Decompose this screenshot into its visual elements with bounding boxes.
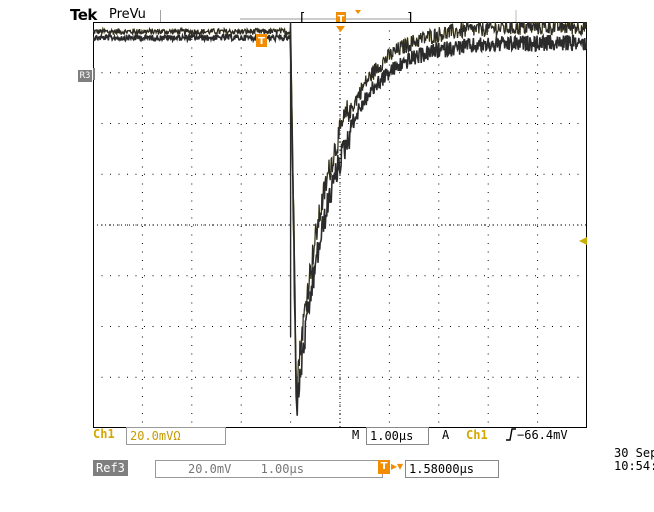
- ref3-badge[interactable]: Ref3: [93, 460, 128, 476]
- brand-logo: Tek: [70, 6, 97, 24]
- horizontal-scale-label: M: [352, 428, 360, 442]
- waveform-display: T: [93, 22, 587, 428]
- trigger-marker-icon: T: [256, 34, 267, 47]
- channel1-scale[interactable]: 20.0mVΩ: [126, 427, 226, 445]
- horizontal-scale-value[interactable]: 1.00µs: [366, 427, 429, 445]
- acquisition-status: PreVu: [109, 7, 146, 22]
- ref3-vertical-scale: 20.0mV: [188, 462, 232, 476]
- channel1-label[interactable]: Ch1: [93, 427, 115, 441]
- trigger-source[interactable]: Ch1: [466, 428, 488, 442]
- svg-text:T: T: [258, 36, 265, 47]
- trigger-position-marker-label: T: [338, 14, 345, 25]
- trace-upper: [93, 22, 587, 395]
- trigger-position-value[interactable]: 1.58000µs: [405, 460, 499, 478]
- date-readout: 30 Sep: [614, 446, 654, 460]
- trigger-mode-label: A: [442, 428, 450, 442]
- waveform-trace: [93, 22, 587, 416]
- trigger-position-marker-icon: [336, 12, 346, 25]
- trigger-level[interactable]: −66.4mV: [517, 428, 568, 442]
- trigger-level-arrow-icon: [579, 237, 587, 245]
- trigger-position-icon: T: [378, 460, 390, 474]
- trigger-time-marker-icon: [336, 26, 345, 32]
- ref3-marker-label: R3: [78, 70, 92, 82]
- time-readout: 10:54:: [614, 459, 654, 473]
- ref3-readout[interactable]: 20.0mV 1.00µs: [155, 460, 383, 478]
- record-window-left-bracket: [: [298, 11, 306, 27]
- expansion-point-icon: [355, 10, 361, 14]
- reference-marker: [93, 68, 95, 80]
- ref3-horizontal-scale: 1.00µs: [260, 462, 304, 476]
- record-window-right-bracket: ]: [406, 11, 414, 27]
- trigger-position-arrow-icon: ▸▾: [391, 459, 404, 473]
- trace-lower: [93, 31, 587, 416]
- rising-edge-icon: [506, 428, 516, 441]
- date-time-readout: 30 Sep 10:54:: [614, 447, 654, 473]
